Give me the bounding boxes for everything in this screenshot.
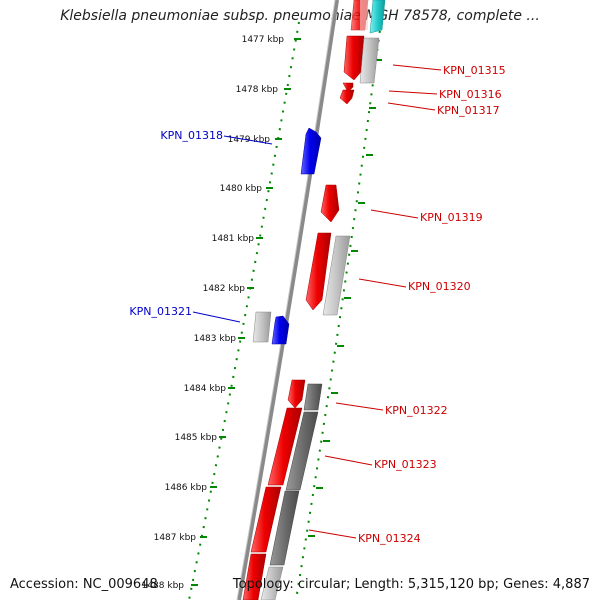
- leader-lines: [192, 64, 442, 539]
- gene-arrow-kpn-01315[interactable]: [343, 35, 365, 81]
- backbone-arc: [237, 0, 339, 600]
- tick-label: 1488 kbp: [142, 581, 185, 591]
- tick-label: 1481 kbp: [212, 234, 255, 244]
- feature-bar-kpn-01315[interactable]: [359, 37, 380, 84]
- tick-label: 1486 kbp: [165, 483, 208, 493]
- gene-labels: KPN_01315 KPN_01316 KPN_01317 KPN_01318 …: [129, 64, 505, 545]
- gene-label[interactable]: KPN_01319: [420, 211, 483, 224]
- leader-line-kpn-01317: [387, 102, 436, 111]
- gene-label[interactable]: KPN_01315: [443, 64, 506, 77]
- leader-line-kpn-01324: [308, 529, 357, 539]
- outer-tick-marks: [308, 59, 382, 537]
- gene-label[interactable]: KPN_01316: [439, 88, 502, 101]
- feature-top-light[interactable]: [360, 0, 368, 30]
- gene-arrow-kpn-01322[interactable]: [287, 379, 306, 409]
- leader-line-kpn-01323: [324, 455, 373, 466]
- tick-label: 1478 kbp: [236, 85, 279, 95]
- leader-line-kpn-01316: [388, 90, 438, 95]
- leader-line-kpn-01320: [358, 278, 407, 288]
- gene-arrow-kpn-01323[interactable]: [267, 407, 303, 486]
- tick-label: 1484 kbp: [184, 384, 227, 394]
- gene-arrow-kpn-01324[interactable]: [250, 486, 282, 553]
- forward-strand-features: [242, 0, 386, 600]
- gene-arrow-kpn-01318[interactable]: [300, 127, 322, 175]
- tick-label: 1485 kbp: [175, 433, 218, 443]
- gene-label[interactable]: KPN_01321: [129, 305, 192, 318]
- backbone-highlight: [236, 0, 336, 600]
- gene-arrow-kpn-01319[interactable]: [320, 184, 340, 223]
- gene-arrow-bottom[interactable]: [242, 553, 267, 600]
- feature-bar-bottom[interactable]: [260, 566, 284, 600]
- inner-tick-marks: [191, 38, 301, 586]
- gene-label[interactable]: KPN_01320: [408, 280, 471, 293]
- gene-arrow-kpn-01316[interactable]: [342, 82, 354, 93]
- outer-ruler-arc: [295, 21, 382, 600]
- gene-arrow-kpn-01317[interactable]: [339, 89, 355, 105]
- gene-label[interactable]: KPN_01317: [437, 104, 500, 117]
- tick-label: 1477 kbp: [242, 35, 285, 45]
- feature-bar-kpn-01320[interactable]: [322, 235, 351, 316]
- tick-label: 1480 kbp: [220, 184, 263, 194]
- gene-label[interactable]: KPN_01322: [385, 404, 448, 417]
- leader-line-kpn-01315: [392, 64, 442, 71]
- feature-bar-kpn-01324[interactable]: [269, 490, 300, 566]
- accession-text: Accession: NC_009648: [10, 577, 158, 592]
- gene-arrow-kpn-01321[interactable]: [271, 315, 290, 345]
- feature-bar-kpn-01322[interactable]: [303, 383, 323, 411]
- gene-arrow-kpn-01320[interactable]: [305, 232, 332, 311]
- leader-line-kpn-01318: [223, 135, 273, 145]
- genome-summary: Topology: circular; Length: 5,315,120 bp…: [232, 577, 590, 592]
- tick-label: 1487 kbp: [154, 533, 197, 543]
- feature-bar-kpn-01323[interactable]: [285, 411, 319, 491]
- tick-label: 1482 kbp: [203, 284, 246, 294]
- inner-ruler-arc: [188, 21, 300, 600]
- gene-label[interactable]: KPN_01318: [160, 129, 223, 142]
- gene-label[interactable]: KPN_01323: [374, 458, 437, 471]
- gene-label[interactable]: KPN_01324: [358, 532, 421, 545]
- tick-labels: 1477 kbp 1478 kbp 1479 kbp 1480 kbp 1481…: [142, 35, 285, 591]
- cyan-feature[interactable]: [369, 0, 386, 34]
- feature-bar-kpn-01321[interactable]: [252, 311, 272, 343]
- leader-line-kpn-01322: [335, 402, 384, 411]
- leader-line-kpn-01321: [192, 311, 241, 323]
- map-title: Klebsiella pneumoniae subsp. pneumoniae …: [60, 8, 540, 24]
- tick-label: 1483 kbp: [194, 334, 237, 344]
- leader-line-kpn-01319: [370, 209, 419, 219]
- reverse-strand-features: [252, 127, 322, 345]
